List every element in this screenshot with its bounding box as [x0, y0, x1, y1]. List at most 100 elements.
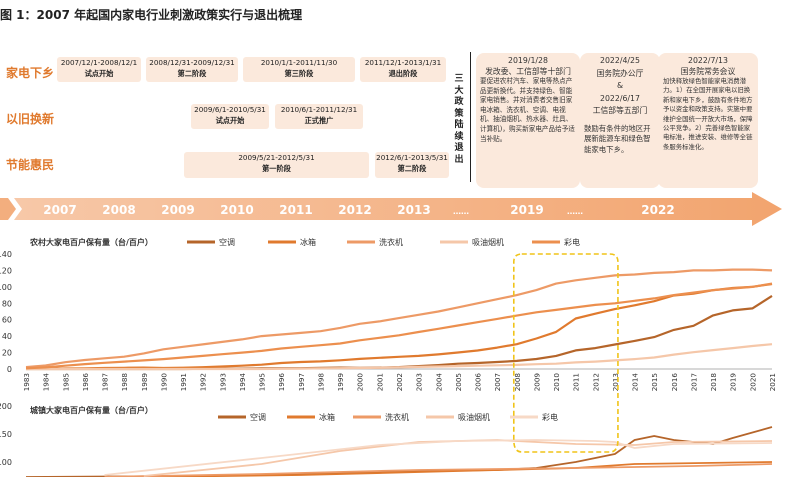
x-tick-label: 2003 [415, 373, 424, 391]
row-label-trade-in: 以旧换新 [6, 112, 55, 126]
phase-stage: 第二阶段 [177, 69, 207, 78]
x-tick-label: 1983 [22, 373, 31, 391]
x-tick-label: 1988 [120, 373, 129, 392]
phase-box: 2010/1/1-2011/11/30 第三阶段 [243, 57, 355, 82]
row-label-energy-saving: 节能惠民 [6, 158, 55, 172]
timeline-year: 2011 [279, 203, 312, 217]
x-tick-label: 2020 [748, 373, 757, 392]
x-tick-label: 2021 [768, 373, 777, 391]
y-tick-label: 0 [7, 365, 12, 374]
legend-label: 冰箱 [319, 412, 335, 422]
y-tick-label: 20 [2, 349, 12, 358]
x-tick-label: 2019 [729, 373, 738, 392]
legend-label: 彩电 [564, 237, 580, 247]
y-tick-label: 60 [2, 316, 12, 325]
x-tick-label: 2007 [493, 373, 502, 391]
y-tick-label: 150 [0, 430, 12, 439]
phase-stage: 试点开始 [84, 69, 114, 78]
phase-dates: 2007/12/1-2008/12/1 [60, 58, 138, 67]
x-tick-label: 1997 [297, 373, 306, 391]
x-tick-label: 2014 [631, 373, 640, 392]
x-tick-label: 1992 [199, 373, 208, 391]
legend-label: 吸油烟机 [458, 412, 490, 422]
x-tick-label: 1996 [277, 373, 286, 392]
phase-box: 2011/12/1-2013/1/31 退出阶段 [360, 57, 446, 82]
timeline-year: 2008 [102, 203, 135, 217]
phase-dates: 2008/12/31-2009/12/31 [149, 58, 235, 67]
y-tick-label: 100 [0, 458, 12, 467]
x-tick-label: 1993 [218, 373, 227, 391]
timeline-year: 2009 [161, 203, 194, 217]
x-tick-label: 1986 [81, 373, 90, 392]
series-line-空调 [26, 294, 773, 371]
phase-stage: 第二阶段 [397, 164, 427, 173]
policy-card-2022-apr-jun: 2022/4/25 国务院办公厅 & 2022/6/17 工信部等五部门 鼓励有… [580, 53, 660, 188]
x-tick-label: 1995 [258, 373, 267, 391]
legend-label: 洗衣机 [385, 412, 409, 422]
page-title: 图 1：2007 年起国内家电行业刺激政策实行与退出梳理 [0, 8, 303, 22]
policy-card-body: 要促进农村汽车、家电等热点产品更新换代。并支持绿色、智能家电销售。并对消费者交售… [480, 77, 575, 143]
y-tick-label: 100 [0, 283, 12, 292]
phase-dates: 2009/6/1-2010/5/31 [194, 105, 266, 114]
x-tick-label: 1985 [61, 373, 70, 391]
series-line-彩电 [25, 282, 773, 370]
y-tick-label: 40 [2, 332, 12, 341]
x-tick-label: 1990 [159, 373, 168, 392]
phase-stage: 正式推广 [304, 116, 334, 125]
x-tick-label: 2009 [532, 373, 541, 392]
x-tick-label: 2002 [395, 373, 404, 391]
timeline-arrow-tail [0, 198, 16, 220]
x-tick-label: 2011 [572, 373, 581, 391]
timeline-year: …… [453, 207, 469, 216]
phase-box: 2010/6/1-2011/12/31 正式推广 [275, 104, 363, 129]
series-line-冰箱 [26, 282, 773, 370]
x-tick-label: 1994 [238, 373, 247, 392]
phase-dates: 2011/12/1-2013/1/31 [364, 58, 442, 67]
legend-label: 彩电 [542, 412, 558, 422]
urban-series-line [104, 463, 773, 477]
timeline-year: 2010 [220, 203, 253, 217]
phase-dates: 2012/6/1-2013/5/31 [376, 153, 448, 162]
policy-card-head: 2022/4/25 国务院办公厅 & 2022/6/17 工信部等五部门 [592, 56, 648, 115]
policy-card-body: 加快释放绿色智能家电消费潜力。1）在全国开展家电以旧换新和家电下乡，鼓励有条件地… [663, 77, 753, 151]
timeline-year: 2019 [510, 203, 543, 217]
x-tick-label: 1991 [179, 373, 188, 391]
x-tick-label: 2017 [689, 373, 698, 391]
x-tick-label: 2013 [611, 373, 620, 391]
x-tick-label: 2006 [474, 373, 483, 392]
phase-dates: 2010/6/1-2011/12/31 [280, 105, 358, 114]
legend-label: 空调 [250, 412, 266, 422]
x-tick-label: 2005 [454, 373, 463, 391]
timeline-arrow: 2007 2008 2009 2010 2011 2012 2013 …… 2019 …… 2022 [0, 192, 782, 226]
x-tick-label: 1989 [140, 373, 149, 392]
legend-label: 冰箱 [300, 237, 316, 247]
phase-box: 2012/6/1-2013/5/31 第二阶段 [375, 152, 449, 178]
x-tick-label: 1984 [42, 373, 51, 392]
policy-card-head: 2022/7/13 国务院常务会议 [680, 56, 736, 76]
x-tick-label: 2000 [356, 373, 365, 392]
legend-label: 吸油烟机 [472, 237, 504, 247]
timeline-year: 2022 [641, 203, 674, 217]
timeline-year: 2012 [338, 203, 371, 217]
x-tick-label: 2012 [591, 373, 600, 391]
y-tick-label: 120 [0, 266, 12, 275]
phase-dates: 2010/1/1-2011/11/30 [260, 58, 338, 67]
x-tick-label: 2001 [375, 373, 384, 391]
urban-series-line [25, 426, 773, 477]
policy-exit-divider [470, 52, 471, 182]
timeline-year: 2013 [397, 203, 430, 217]
policy-card-body: 鼓励有条件的地区开展新能源车和绿色智能家电下乡。 [584, 123, 651, 154]
policy-exit-label: 三大政策陆续退出 [454, 74, 464, 165]
x-tick-label: 2004 [434, 373, 443, 392]
timeline-arrow-body [14, 192, 782, 226]
phase-dates: 2009/5/21-2012/5/31 [238, 153, 315, 162]
x-tick-label: 2016 [670, 373, 679, 392]
phase-stage: 第一阶段 [262, 164, 291, 173]
y-tick-label: 80 [2, 299, 12, 308]
x-tick-label: 2015 [650, 373, 659, 391]
series-line-洗衣机 [25, 268, 773, 369]
policy-card-2019: 2019/1/28 发改委、工信部等十部门 要促进农村汽车、家电等热点产品更新换… [476, 53, 580, 188]
policy-card-2022-jul: 2022/7/13 国务院常务会议 加快释放绿色智能家电消费潜力。1）在全国开展… [658, 53, 758, 188]
policy-card-head: 2019/1/28 发改委、工信部等十部门 [485, 56, 571, 76]
x-tick-label: 2018 [709, 373, 718, 392]
